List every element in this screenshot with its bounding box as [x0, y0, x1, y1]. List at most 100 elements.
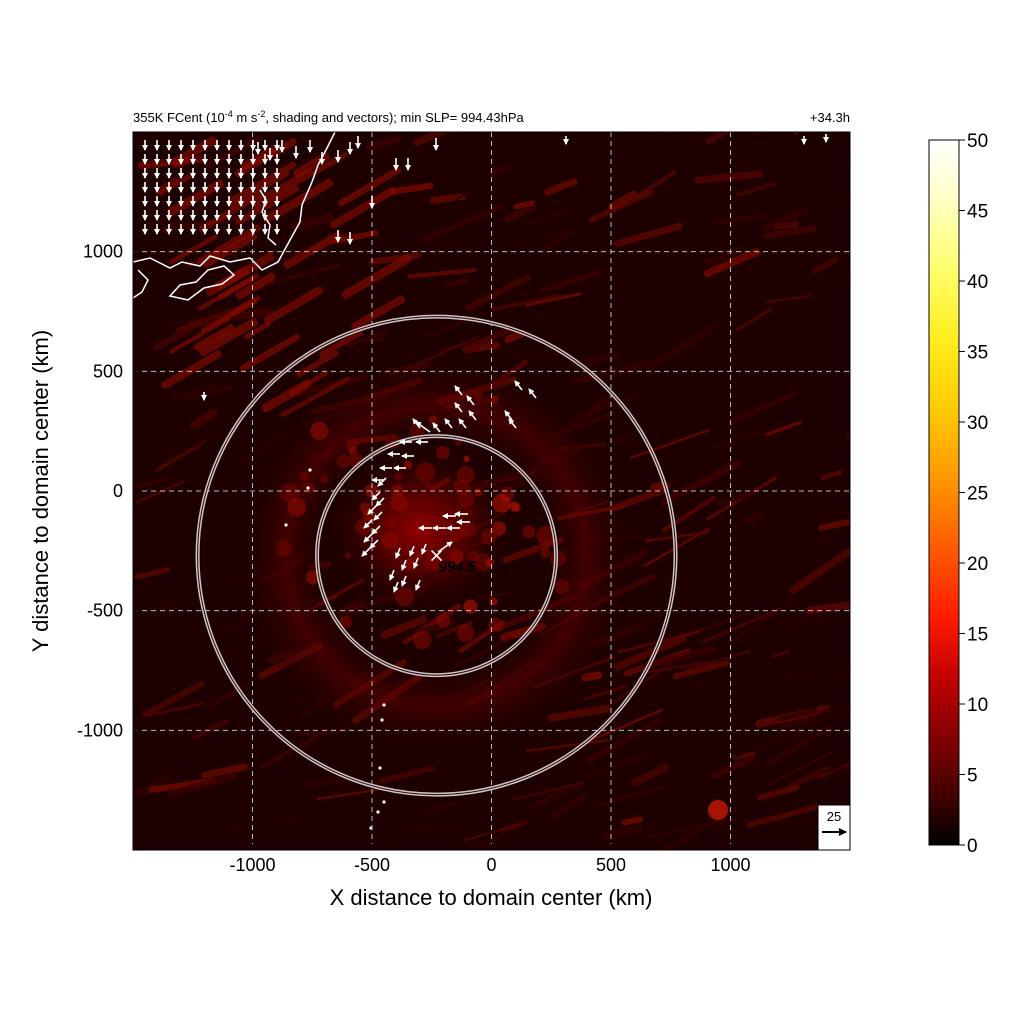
heat-streak: [543, 230, 574, 251]
heat-streak: [846, 422, 850, 440]
heat-streak: [169, 316, 231, 354]
heat-streak: [424, 239, 456, 260]
heat-streak: [431, 188, 474, 217]
heat-streak: [503, 204, 537, 223]
heat-streak: [344, 330, 387, 348]
vector-arrow: [432, 422, 441, 433]
heat-streak: [134, 774, 171, 798]
heat-streak: [329, 187, 396, 229]
heat-streak: [613, 634, 687, 671]
x-tick-label: -1000: [229, 855, 275, 875]
island: [378, 766, 382, 770]
heat-streak: [773, 221, 800, 230]
y-tick-label: 500: [93, 361, 123, 381]
heat-streak: [771, 649, 791, 659]
heat-streak: [767, 706, 850, 743]
heat-streak: [239, 333, 301, 372]
heat-streak: [788, 765, 831, 790]
heat-streak: [812, 256, 839, 275]
heat-streak: [196, 224, 261, 265]
heat-streak: [424, 318, 467, 339]
plot-area: 994.5 25: [133, 132, 850, 850]
heat-streak: [529, 350, 562, 361]
vector-arrow: [528, 388, 537, 399]
heat-streak: [134, 567, 171, 580]
heat-streak: [161, 350, 222, 389]
heat-streak: [613, 222, 683, 248]
heat-streak: [594, 785, 665, 807]
heat-streak: [243, 321, 271, 340]
heat-streak: [235, 272, 276, 300]
heat-streak: [837, 271, 850, 283]
heat-streak: [685, 649, 752, 671]
heat-streak: [736, 308, 772, 332]
coastline-segment: [133, 132, 336, 271]
colorbar-tick-label: 35: [967, 343, 988, 364]
y-axis-label: Y distance to domain center (km): [28, 330, 53, 652]
heat-streak: [805, 597, 850, 615]
vector-arrow: [369, 539, 379, 549]
heat-streak: [589, 189, 655, 223]
reference-vector-box: 25: [817, 804, 850, 850]
heat-streak: [760, 207, 809, 233]
vector-arrow: [415, 421, 431, 433]
grid-lines: [133, 132, 850, 850]
heat-streak: [818, 659, 850, 686]
heat-streak: [819, 193, 850, 206]
heat-streak: [389, 182, 434, 195]
vector-arrow: [409, 545, 415, 557]
heat-streak: [489, 164, 511, 177]
colorbar-tick-label: 20: [967, 554, 988, 575]
vector-arrow: [437, 541, 453, 553]
heat-streak: [779, 814, 814, 828]
heat-streak: [331, 229, 379, 245]
vector-arrow: [371, 525, 381, 535]
heat-streak: [623, 608, 688, 624]
heat-streak: [684, 611, 751, 637]
heat-streak: [378, 765, 435, 784]
heat-streak: [703, 248, 761, 278]
island: [308, 468, 312, 472]
heat-streak: [746, 803, 821, 828]
colorbar: 0 5 10 15 20 25 30 35 40 45 50: [928, 131, 988, 857]
heat-streak: [263, 286, 324, 325]
heat-streak: [142, 681, 205, 718]
heat-streak: [198, 192, 263, 232]
heat-streak: [202, 232, 258, 268]
heat-streak: [422, 203, 504, 242]
heat-streak: [194, 324, 235, 351]
heat-streak: [173, 383, 217, 401]
x-tick-label: 500: [596, 855, 626, 875]
vector-arrow: [395, 547, 401, 559]
colorbar-tick-label: 25: [967, 484, 988, 505]
distance-rings: [195, 314, 678, 797]
heat-streak: [608, 190, 637, 211]
heat-streak: [662, 495, 716, 533]
heat-streak: [190, 409, 218, 430]
heat-streak: [544, 178, 578, 196]
heat-streak: [697, 273, 734, 284]
heat-streak: [789, 543, 850, 594]
heat-streak: [390, 822, 462, 834]
vector-arrow: [393, 581, 399, 593]
heat-streak: [763, 224, 818, 239]
vector-arrow: [401, 575, 407, 587]
distance-ring-inner: [316, 435, 557, 676]
heat-streak: [521, 206, 572, 227]
heat-streak: [429, 193, 467, 204]
heat-streak: [704, 246, 745, 267]
heat-streak: [300, 775, 353, 789]
heat-streak: [644, 325, 716, 370]
heat-streak: [133, 476, 170, 489]
storm-core-glow: [330, 450, 510, 610]
vector-arrow: [508, 418, 517, 429]
heat-streak: [551, 792, 587, 819]
heat-streak: [316, 789, 378, 800]
heat-streak: [198, 317, 259, 357]
x-tick-label: 0: [486, 855, 496, 875]
heat-streak: [170, 307, 223, 327]
heat-streak: [813, 706, 835, 722]
heat-streak: [513, 200, 535, 210]
vector-arrow: [415, 579, 421, 591]
reference-vector-label: 25: [827, 809, 841, 824]
